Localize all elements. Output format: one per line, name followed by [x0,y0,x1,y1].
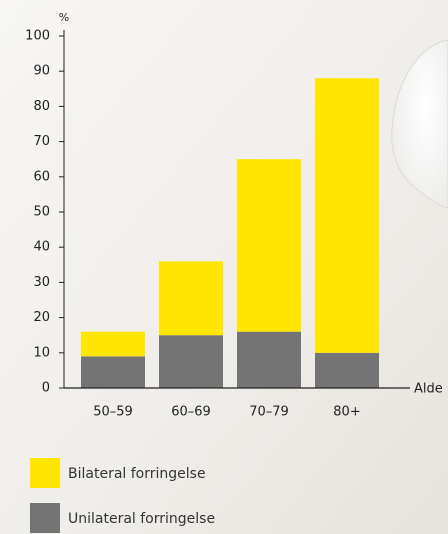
bar-segment [81,356,145,388]
x-tick-label: 50–59 [93,405,133,420]
x-axis-label: Alde [414,382,443,397]
y-tick-label: 80 [33,99,50,114]
bar-segment [81,332,145,357]
y-tick-label: 40 [33,240,50,255]
chart: % Alde 0 10 20 30 40 50 60 70 80 90 100 50–59 60–69 7… [0,0,448,534]
bar-segment [237,159,301,331]
page: {"chart_data": {"type": "bar", "stacked"… [0,0,448,534]
y-axis-label: % [59,11,69,24]
legend-swatch [30,458,60,488]
y-tick-label: 50 [33,205,50,220]
bar-segment [315,78,379,353]
bar-segment [159,261,223,335]
y-tick-label: 10 [33,345,50,360]
x-tick-label: 70–79 [249,405,289,420]
x-tick-label: 60–69 [171,405,211,420]
legend-label: Unilateral forringelse [68,511,215,527]
y-tick-label: 30 [33,275,50,290]
legend-swatch [30,503,60,533]
y-tick-label: 70 [33,134,50,149]
y-tick-label: 0 [42,381,50,396]
y-tick-label: 60 [33,169,50,184]
y-tick-label: 90 [33,64,50,79]
y-tick-label: 100 [25,29,50,44]
bar-segment [237,332,301,388]
y-tick-label: 20 [33,310,50,325]
bar-segment [315,353,379,388]
bar-segment [159,335,223,388]
x-tick-label: 80+ [333,405,360,420]
legend-label: Bilateral forringelse [68,466,206,482]
background [0,0,448,534]
